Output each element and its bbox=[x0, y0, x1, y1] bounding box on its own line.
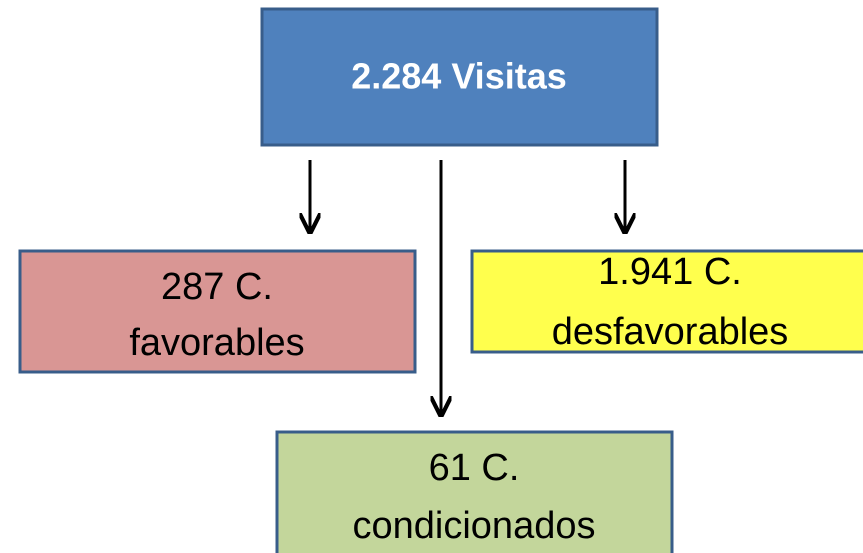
node-label: 1.941 C. bbox=[598, 251, 742, 293]
node-label: desfavorables bbox=[552, 311, 789, 353]
node-box bbox=[470, 249, 863, 354]
node-label: 2.284 Visitas bbox=[351, 56, 567, 97]
node-label: favorables bbox=[129, 322, 304, 364]
node-label: 287 C. bbox=[161, 266, 273, 308]
node-label: condicionados bbox=[353, 505, 596, 547]
node-box bbox=[275, 430, 674, 553]
node-box bbox=[260, 7, 659, 147]
node-box bbox=[18, 249, 417, 374]
node-label: 61 C. bbox=[429, 447, 520, 489]
